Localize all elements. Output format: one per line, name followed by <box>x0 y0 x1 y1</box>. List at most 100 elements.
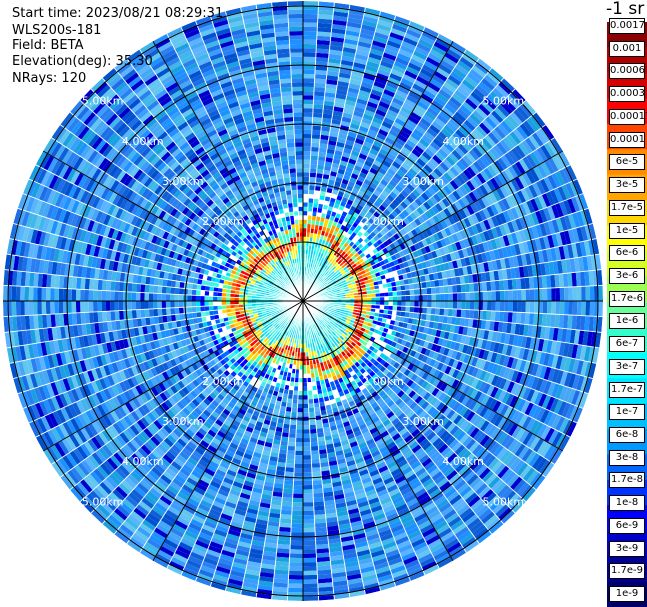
range-gate <box>341 51 356 58</box>
range-gate <box>445 121 458 133</box>
range-gate <box>411 54 426 65</box>
range-gate <box>384 136 396 146</box>
range-gate <box>477 282 483 292</box>
range-gate <box>454 89 468 102</box>
range-gate <box>320 257 325 263</box>
range-gate <box>388 148 399 158</box>
range-gate <box>311 220 316 225</box>
range-gate <box>353 197 361 205</box>
range-gate <box>332 207 339 213</box>
range-gate <box>585 301 591 316</box>
range-gate <box>303 215 308 220</box>
range-gate <box>381 92 394 102</box>
range-gate <box>322 263 327 269</box>
range-gate <box>295 438 303 443</box>
range-gate <box>342 112 353 119</box>
range-gate <box>410 295 415 301</box>
range-gate <box>413 161 424 171</box>
range-gate <box>367 152 377 160</box>
range-gate <box>388 179 398 188</box>
range-gate <box>307 202 314 208</box>
range-gate <box>436 113 449 125</box>
range-gate <box>303 472 313 477</box>
range-gate <box>307 394 314 400</box>
range-gate <box>324 255 329 261</box>
range-gate <box>348 195 356 202</box>
range-gate <box>315 177 323 183</box>
range-gate <box>473 310 479 320</box>
range-gate <box>408 115 420 125</box>
range-gate <box>413 145 425 155</box>
range-gate <box>482 281 487 292</box>
range-gate <box>340 251 346 257</box>
range-gate <box>459 56 475 69</box>
range-gate <box>330 259 336 265</box>
range-gate <box>335 176 343 183</box>
range-gate <box>303 172 310 177</box>
range-gate <box>347 17 363 25</box>
range-gate <box>439 286 445 294</box>
range-gate <box>504 301 509 312</box>
range-gate <box>303 420 310 426</box>
range-gate <box>303 455 312 460</box>
range-gate <box>282 492 293 498</box>
range-gate <box>303 442 311 447</box>
range-gate <box>290 527 303 533</box>
range-gate <box>344 143 354 151</box>
range-gate <box>328 247 333 253</box>
range-gate <box>377 68 391 77</box>
range-gate <box>367 97 380 105</box>
range-gate <box>314 509 326 515</box>
range-gate <box>319 195 326 201</box>
range-gate <box>499 279 505 291</box>
range-gate <box>385 44 400 53</box>
range-gate <box>371 85 385 93</box>
range-gate <box>303 39 317 45</box>
range-gate <box>425 85 439 97</box>
range-gate <box>314 82 326 88</box>
range-gate <box>338 164 347 171</box>
range-gate <box>356 45 371 53</box>
range-gate <box>408 91 421 101</box>
range-gate <box>418 38 434 49</box>
range-gate <box>349 4 366 12</box>
range-gate <box>356 133 366 141</box>
range-gate <box>525 301 531 313</box>
range-gate <box>314 78 327 84</box>
range-gate <box>342 193 351 200</box>
range-gate <box>336 137 347 144</box>
range-gate <box>430 307 436 315</box>
range-gate <box>310 228 315 234</box>
range-gate <box>303 142 312 147</box>
range-gate <box>316 173 324 179</box>
range-gate <box>303 587 319 593</box>
range-gate <box>511 278 517 290</box>
range-gate <box>311 129 321 135</box>
range-gate <box>313 273 317 279</box>
range-gate <box>440 85 455 97</box>
range-gate <box>320 130 330 136</box>
range-gate <box>419 68 434 79</box>
range-gate <box>345 95 358 103</box>
range-gate <box>465 309 470 319</box>
range-gate <box>313 501 325 507</box>
range-gate <box>307 215 312 220</box>
range-gate <box>446 48 462 61</box>
range-gate <box>391 97 405 107</box>
range-gate <box>365 189 373 197</box>
range-gate <box>347 131 358 138</box>
range-gate <box>303 450 312 456</box>
range-gate <box>396 305 402 312</box>
range-gate <box>310 437 318 443</box>
range-gate <box>330 211 337 217</box>
range-gate <box>282 488 294 494</box>
range-gate <box>429 103 442 114</box>
range-gate <box>329 131 339 138</box>
range-gate <box>491 290 496 301</box>
range-gate <box>303 9 319 15</box>
range-gate <box>369 125 380 133</box>
range-gate <box>440 301 445 309</box>
range-gate <box>394 157 404 166</box>
range-gate <box>351 187 360 195</box>
range-gate <box>318 1 335 7</box>
